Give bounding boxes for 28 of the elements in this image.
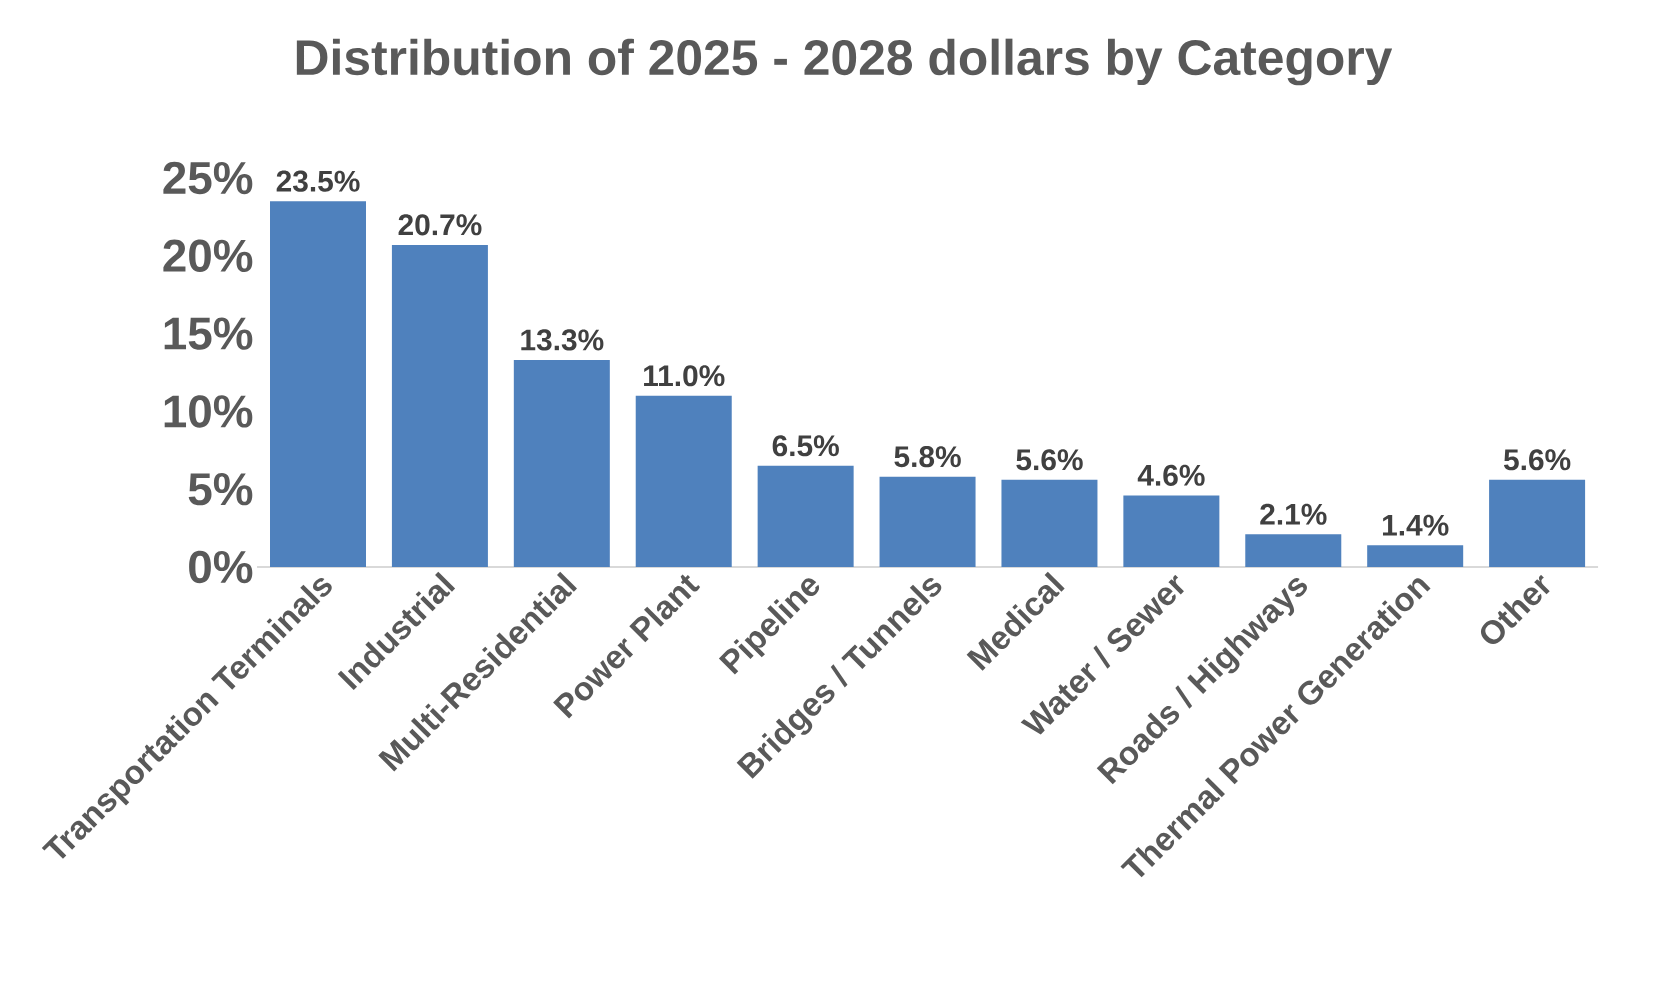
data-label: 5.6%: [1016, 449, 1083, 471]
bar: [1367, 545, 1464, 567]
bar: [391, 244, 488, 567]
bar: [1123, 495, 1220, 567]
bar: [1489, 479, 1586, 567]
y-tick-label: 20%: [163, 239, 253, 273]
data-label: 1.4%: [1383, 514, 1449, 536]
bar: [513, 360, 610, 567]
data-label: 2.1%: [1260, 503, 1327, 525]
y-tick-label: 25%: [163, 161, 253, 195]
data-label: 5.6%: [1503, 449, 1571, 471]
data-label: 23.5%: [276, 170, 360, 192]
data-label: 20.7%: [398, 214, 482, 236]
bar: [757, 465, 854, 567]
y-tick-label: 5%: [188, 473, 253, 506]
bar: [270, 201, 366, 567]
data-label: 6.5%: [772, 435, 839, 457]
bar: [635, 395, 732, 567]
data-label: 13.3%: [521, 329, 604, 351]
data-label: 5.8%: [894, 446, 961, 468]
bar: [1001, 479, 1098, 567]
data-label: 4.6%: [1137, 464, 1205, 486]
bar: [1245, 534, 1342, 567]
bar: [879, 476, 976, 567]
chart-title: Distribution of 2025 - 2028 dollars by Category: [296, 38, 1393, 86]
y-tick-label: 10%: [164, 395, 253, 428]
data-label: 11.0%: [644, 365, 725, 387]
y-tick-label: 15%: [164, 317, 253, 350]
